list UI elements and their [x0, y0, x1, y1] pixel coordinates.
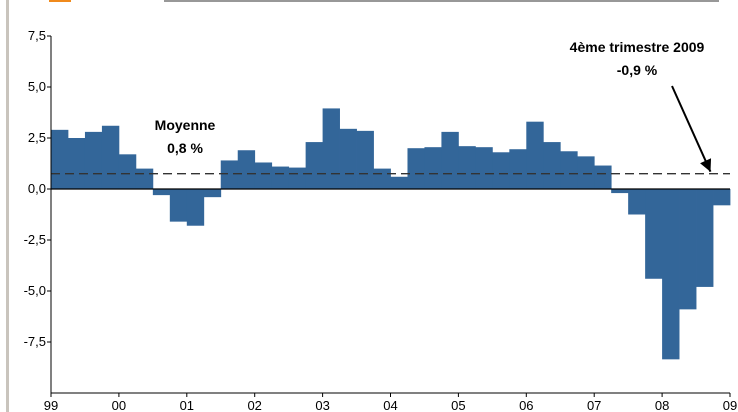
y-tick-label: -2,5: [24, 232, 46, 247]
title-accent: [49, 0, 71, 2]
annotation-arrow: [671, 85, 712, 173]
mean-annotation-value: 0,8 %: [167, 140, 203, 156]
x-tick-label: 09: [723, 398, 737, 412]
bar-q1: [51, 129, 69, 189]
bar-q38: [679, 189, 697, 310]
bar-q18: [339, 128, 357, 189]
y-tick-label: -5,0: [24, 283, 46, 298]
x-tick-label: 04: [383, 398, 397, 412]
clipped-title-strip: [9, 0, 738, 11]
title-remnant: [164, 0, 719, 2]
y-tick-label: 7,5: [28, 28, 46, 43]
bar-q20: [373, 168, 391, 189]
bar-q15: [288, 167, 307, 189]
ticks-group: 7,5 5,0 2,5 0,0 -2,5 -5,0 -7,5 99 00 01 02 03 04 05 06…: [24, 28, 738, 412]
x-tick-label: 08: [655, 398, 669, 412]
bar-q2: [67, 138, 86, 189]
y-tick-label: 2,5: [28, 130, 46, 145]
x-tick-label: 07: [587, 398, 601, 412]
y-tick-label: 5,0: [28, 79, 46, 94]
x-tick-label: 02: [247, 398, 261, 412]
bar-q4: [101, 125, 120, 189]
bar-q40: [713, 189, 731, 206]
x-tick-label: 06: [519, 398, 533, 412]
bar-q7: [152, 189, 171, 196]
bar-q25: [458, 146, 476, 189]
bar-q9: [186, 189, 205, 226]
mean-annotation-label: Moyenne: [155, 117, 216, 133]
bar-q30: [543, 142, 561, 189]
bar-q22: [407, 148, 425, 189]
bar-q3: [84, 131, 103, 189]
bar-q39: [696, 189, 714, 287]
x-tick-label: 01: [180, 398, 194, 412]
last-quarter-annotation-value: -0,9 %: [617, 62, 658, 78]
bar-q32: [577, 156, 595, 189]
bar-q35: [628, 189, 646, 215]
bar-q31: [560, 151, 578, 189]
bar-q23: [424, 147, 442, 189]
bar-q36: [645, 189, 663, 279]
bar-q33: [594, 165, 612, 189]
y-tick-label: -7,5: [24, 334, 46, 349]
bar-q19: [356, 130, 374, 189]
bar-q17: [322, 108, 340, 189]
y-tick-label: 0,0: [28, 181, 46, 196]
bar-q5: [118, 154, 137, 189]
annotation-arrowhead: [700, 158, 712, 172]
bar-q29: [526, 121, 544, 189]
x-tick-label: 99: [44, 398, 58, 412]
bar-q6: [135, 168, 154, 189]
bar-q16: [305, 142, 324, 189]
x-tick-label: 03: [315, 398, 329, 412]
left-border: [6, 0, 9, 412]
bars-group: [51, 108, 731, 360]
bar-q24: [441, 131, 459, 189]
bar-q21: [390, 176, 408, 189]
bar-q26: [475, 147, 493, 189]
bar-q11: [220, 160, 239, 189]
bar-q8: [169, 189, 188, 222]
annotations-group: Moyenne 0,8 % 4ème trimestre 2009 -0,9 %: [155, 39, 712, 173]
last-quarter-annotation-label: 4ème trimestre 2009: [570, 39, 705, 55]
x-tick-label: 00: [112, 398, 126, 412]
bar-q37: [662, 189, 680, 360]
bar-q34: [611, 189, 629, 194]
bar-q10: [203, 189, 222, 198]
bar-q12: [237, 150, 256, 189]
bar-q28: [509, 149, 527, 189]
bar-q13: [254, 162, 273, 189]
bar-q27: [492, 152, 510, 189]
x-tick-label: 05: [451, 398, 465, 412]
bar-q14: [271, 166, 290, 189]
